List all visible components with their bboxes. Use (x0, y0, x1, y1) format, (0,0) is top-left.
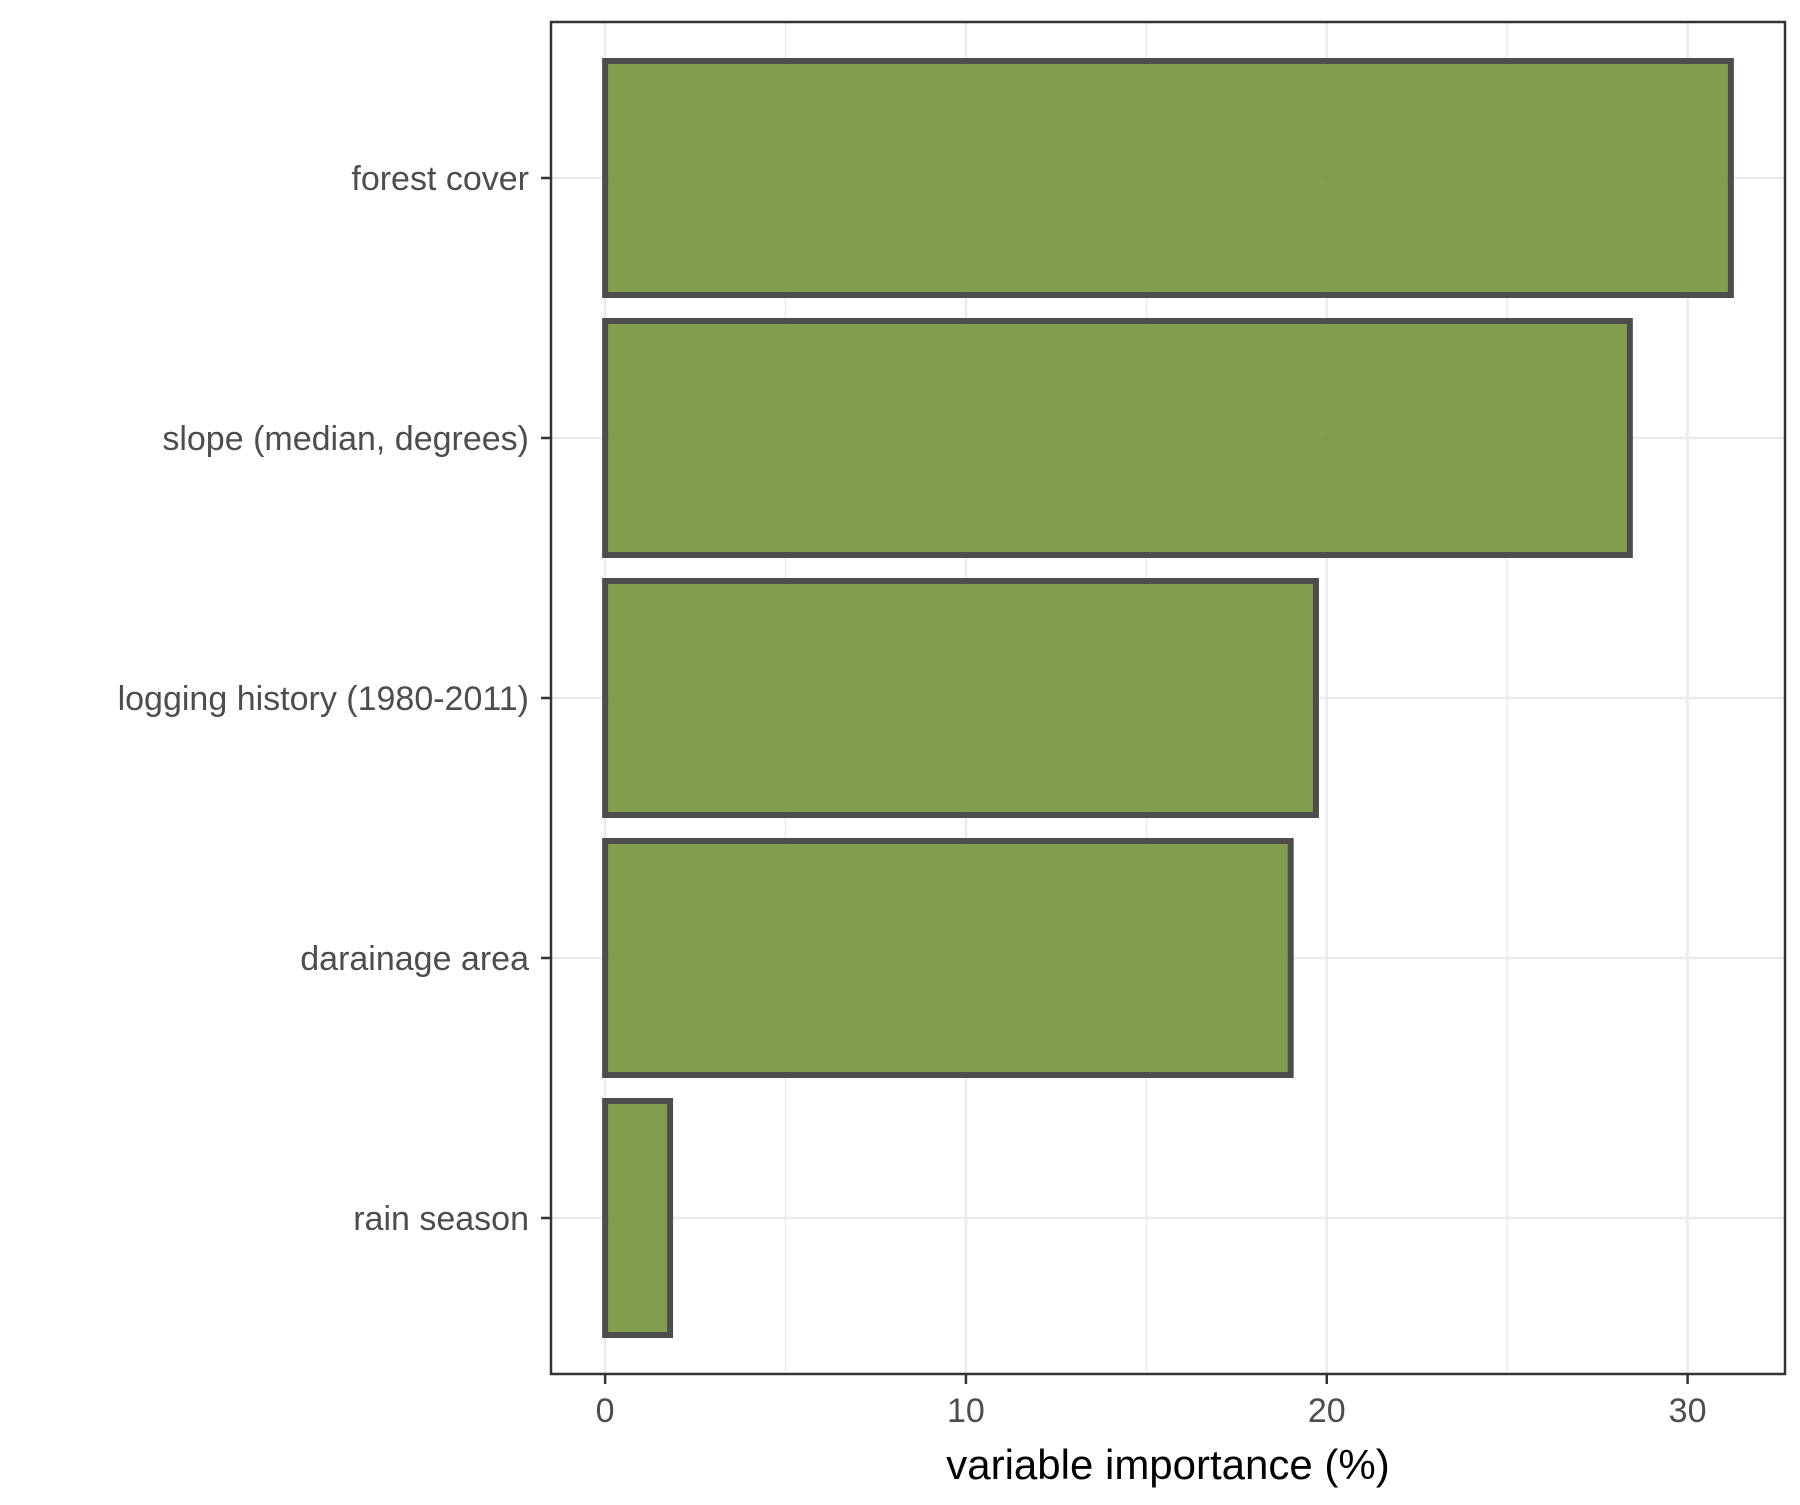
y-axis: forest cover slope (median, degrees) loggi… (118, 160, 551, 1238)
bars (602, 58, 1734, 1338)
x-tick-label: 10 (947, 1392, 985, 1430)
x-axis: 0 10 20 30 (596, 1374, 1707, 1430)
y-tick-label: rain season (353, 1200, 529, 1238)
bar (602, 318, 1633, 558)
y-tick-label: forest cover (351, 160, 529, 198)
bar (602, 838, 1294, 1078)
bar (602, 58, 1734, 298)
x-tick-label: 20 (1308, 1392, 1346, 1430)
x-tick-label: 0 (596, 1392, 615, 1430)
bar (602, 1098, 674, 1338)
y-tick-label: darainage area (300, 940, 529, 978)
y-tick-label: slope (median, degrees) (162, 420, 529, 458)
bar (602, 578, 1319, 818)
x-axis-title: variable importance (%) (946, 1441, 1390, 1488)
y-tick-label: logging history (1980-2011) (118, 680, 529, 718)
x-tick-label: 30 (1669, 1392, 1707, 1430)
